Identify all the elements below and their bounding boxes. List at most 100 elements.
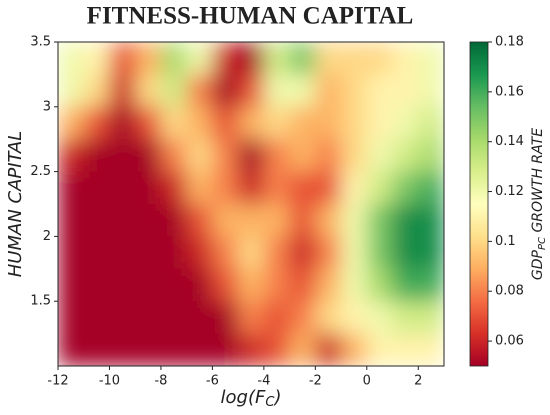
heat-cell	[109, 333, 136, 366]
heat-cell	[315, 204, 342, 237]
heat-cell	[58, 106, 85, 140]
heat-cell	[289, 268, 316, 302]
heat-cell	[83, 74, 110, 108]
x-tick-label: -6	[206, 374, 219, 389]
heat-cell	[289, 74, 316, 108]
x-label-tail: )	[272, 387, 281, 408]
heat-cell	[58, 204, 85, 237]
y-tick-label: 3	[43, 99, 51, 114]
heat-cell	[418, 236, 444, 270]
heat-cell	[109, 268, 136, 302]
heat-cell	[212, 139, 239, 173]
heat-cell	[83, 42, 110, 75]
heat-cell	[289, 106, 316, 140]
heat-cell	[289, 139, 316, 173]
heat-cell	[366, 268, 394, 302]
heat-cell	[135, 301, 162, 335]
heat-cell	[58, 268, 85, 302]
colorbar-tick-label: 0.12	[495, 184, 524, 199]
heat-cell	[263, 74, 291, 108]
heat-cell	[418, 106, 444, 140]
colorbar-tick-label: 0.18	[495, 35, 524, 50]
chart-title: FITNESS-HUMAN CAPITAL	[87, 3, 414, 30]
heat-cell	[341, 42, 368, 75]
heat-cell	[160, 74, 188, 108]
heat-cell	[160, 333, 188, 366]
heat-cell	[186, 106, 213, 140]
plot-frame	[57, 41, 445, 367]
colorbar-tick-label: 0.16	[495, 84, 524, 99]
heat-cell	[366, 171, 394, 205]
heat-cell	[392, 74, 419, 108]
heat-cell	[135, 139, 162, 173]
heat-cell	[392, 301, 419, 335]
colorbar-tick-label: 0.08	[495, 284, 524, 299]
heat-cell	[212, 106, 239, 140]
heat-cell	[83, 171, 110, 205]
heat-cell	[160, 236, 188, 270]
heat-cell	[418, 204, 444, 237]
heat-cell	[418, 74, 444, 108]
x-tick-label: 0	[363, 374, 371, 389]
heat-cell	[418, 42, 444, 75]
heat-cell	[289, 301, 316, 335]
heat-cell	[135, 74, 162, 108]
heat-cell	[212, 333, 239, 366]
heat-cell	[289, 171, 316, 205]
heat-cell	[392, 42, 419, 75]
heat-cell	[263, 268, 291, 302]
heat-cell	[366, 139, 394, 173]
heat-cell	[341, 171, 368, 205]
heat-cell	[392, 204, 419, 237]
heat-cell	[83, 301, 110, 335]
colorbar	[469, 41, 489, 367]
heat-cell	[341, 106, 368, 140]
heat-cell	[186, 333, 213, 366]
heat-cell	[366, 204, 394, 237]
heat-cell	[366, 42, 394, 75]
heat-cell	[58, 333, 85, 366]
heat-cell	[160, 171, 188, 205]
heat-cell	[186, 204, 213, 237]
cbar-label-tail: GROWTH RATE	[530, 128, 546, 237]
x-tick-label: -8	[154, 374, 167, 389]
heat-cell	[238, 171, 265, 205]
heat-cell	[212, 236, 239, 270]
heat-cell	[186, 268, 213, 302]
heat-cell	[263, 333, 291, 366]
heat-cell	[83, 333, 110, 366]
colorbar-tick-label: 0.06	[495, 334, 524, 349]
x-tick-label: 2	[414, 374, 422, 389]
heat-cell	[392, 236, 419, 270]
heat-cell	[315, 139, 342, 173]
heat-cell	[58, 74, 85, 108]
heat-cell	[160, 139, 188, 173]
heat-cell	[186, 42, 213, 75]
y-tick-label: 2.5	[30, 164, 51, 179]
heat-cell	[289, 204, 316, 237]
heat-cell	[109, 204, 136, 237]
heat-cell	[418, 171, 444, 205]
x-axis-label: log(FC)	[221, 387, 282, 410]
heat-cell	[418, 301, 444, 335]
heat-cell	[135, 236, 162, 270]
heat-cell	[289, 236, 316, 270]
heat-cell	[58, 301, 85, 335]
heat-cell	[366, 301, 394, 335]
heat-cell	[160, 204, 188, 237]
heat-cell	[160, 42, 188, 75]
heat-cell	[315, 42, 342, 75]
heat-cell	[109, 301, 136, 335]
heat-cell	[238, 74, 265, 108]
heat-cell	[135, 171, 162, 205]
heat-cell	[160, 106, 188, 140]
heat-cell	[263, 106, 291, 140]
heat-cell	[392, 268, 419, 302]
heat-cell	[263, 171, 291, 205]
y-tick-label: 1.5	[30, 294, 51, 309]
heat-cell	[315, 268, 342, 302]
heat-cell	[392, 106, 419, 140]
colorbar-label: GDPPC GROWTH RATE	[530, 128, 548, 280]
heat-cell	[341, 74, 368, 108]
